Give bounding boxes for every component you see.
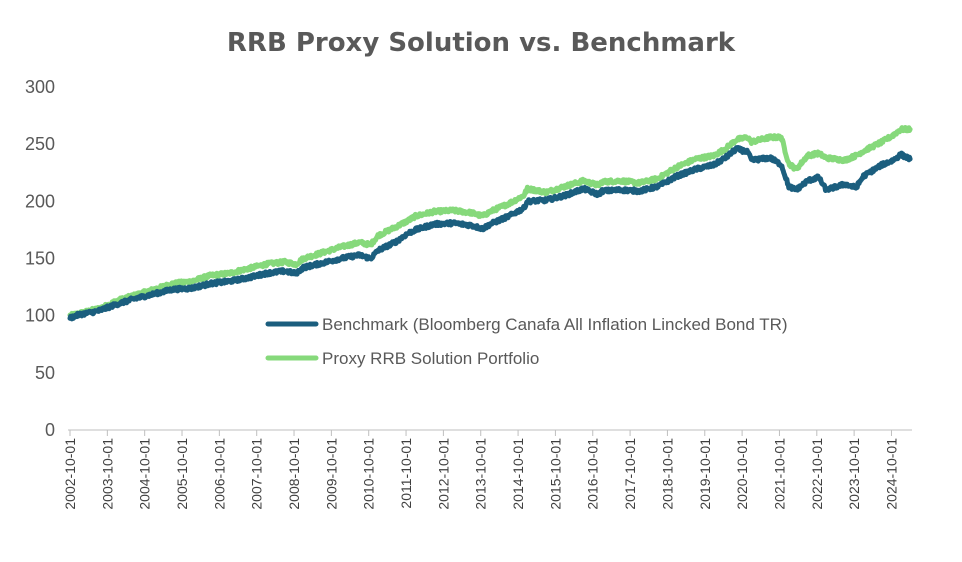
y-tick-label: 0 <box>45 420 55 440</box>
x-tick-label: 2011-10-01 <box>398 438 414 509</box>
x-tick-label: 2014-10-01 <box>510 438 526 510</box>
x-tick-label: 2022-10-01 <box>809 438 825 510</box>
x-tick-label: 2010-10-01 <box>361 438 377 510</box>
y-tick-label: 150 <box>25 249 55 269</box>
x-tick-label: 2009-10-01 <box>323 438 339 510</box>
x-tick-label: 2002-10-01 <box>62 438 78 510</box>
x-tick-label: 2020-10-01 <box>734 438 750 510</box>
x-tick-label: 2019-10-01 <box>697 438 713 510</box>
chart-title: RRB Proxy Solution vs. Benchmark <box>227 28 736 58</box>
y-tick-label: 50 <box>35 363 55 383</box>
y-tick-label: 100 <box>25 306 55 326</box>
x-tick-label: 2024-10-01 <box>883 438 899 510</box>
series-line-0 <box>67 145 913 322</box>
x-tick-label: 2005-10-01 <box>174 438 190 510</box>
x-tick-label: 2003-10-01 <box>99 438 115 510</box>
x-axis: 2002-10-01 2003-10-01 2004-10-01 2005-10-01… <box>62 430 899 510</box>
x-tick-label: 2015-10-01 <box>547 438 563 510</box>
series-line-1 <box>67 125 913 319</box>
y-tick-label: 200 <box>25 191 55 211</box>
x-tick-label: 2012-10-01 <box>435 438 451 510</box>
legend-label-0: Benchmark (Bloomberg Canafa All Inflatio… <box>322 315 788 334</box>
y-tick-label: 300 <box>25 77 55 97</box>
y-axis: 0 50 100 150 200 250 300 <box>25 77 55 440</box>
y-tick-label: 250 <box>25 134 55 154</box>
x-tick-label: 2007-10-01 <box>249 438 265 510</box>
x-tick-label: 2004-10-01 <box>137 438 153 510</box>
x-tick-label: 2021-10-01 <box>771 438 787 510</box>
x-tick-label: 2006-10-01 <box>211 438 227 510</box>
plot-area <box>67 125 913 322</box>
legend-label-1: Proxy RRB Solution Portfolio <box>322 349 539 368</box>
x-tick-label: 2017-10-01 <box>622 438 638 510</box>
x-tick-label: 2008-10-01 <box>286 438 302 510</box>
x-tick-label: 2023-10-01 <box>846 438 862 510</box>
x-tick-label: 2013-10-01 <box>473 438 489 510</box>
x-tick-label: 2018-10-01 <box>659 438 675 510</box>
legend: Benchmark (Bloomberg Canafa All Inflatio… <box>265 315 788 368</box>
x-tick-label: 2016-10-01 <box>585 438 601 510</box>
